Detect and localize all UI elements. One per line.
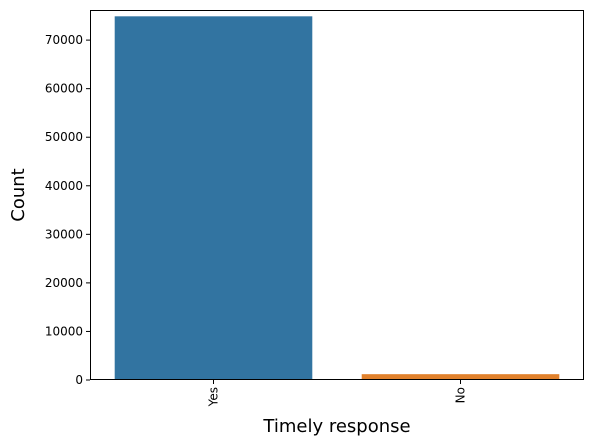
plot-frame — [90, 10, 584, 380]
bars-group — [114, 16, 560, 380]
y-tick-label: 0 — [75, 373, 83, 387]
bar-no — [361, 374, 560, 380]
y-tick-label: 30000 — [45, 227, 83, 241]
bar-yes — [114, 16, 313, 380]
x-axis-label: Timely response — [262, 416, 410, 437]
y-tick-label: 70000 — [45, 33, 83, 47]
x-axis-ticks: Yes No — [207, 380, 468, 407]
x-tick-label-no: No — [454, 387, 468, 403]
y-tick-label: 20000 — [45, 276, 83, 290]
y-tick-label: 50000 — [45, 130, 83, 144]
x-tick-label-yes: Yes — [207, 387, 221, 407]
y-tick-label: 60000 — [45, 82, 83, 96]
y-tick-label: 10000 — [45, 324, 83, 338]
y-tick-label: 40000 — [45, 179, 83, 193]
y-axis-ticks: 0 10000 20000 30000 40000 50000 60000 70000 — [45, 33, 90, 387]
y-axis-label: Count — [8, 168, 29, 221]
